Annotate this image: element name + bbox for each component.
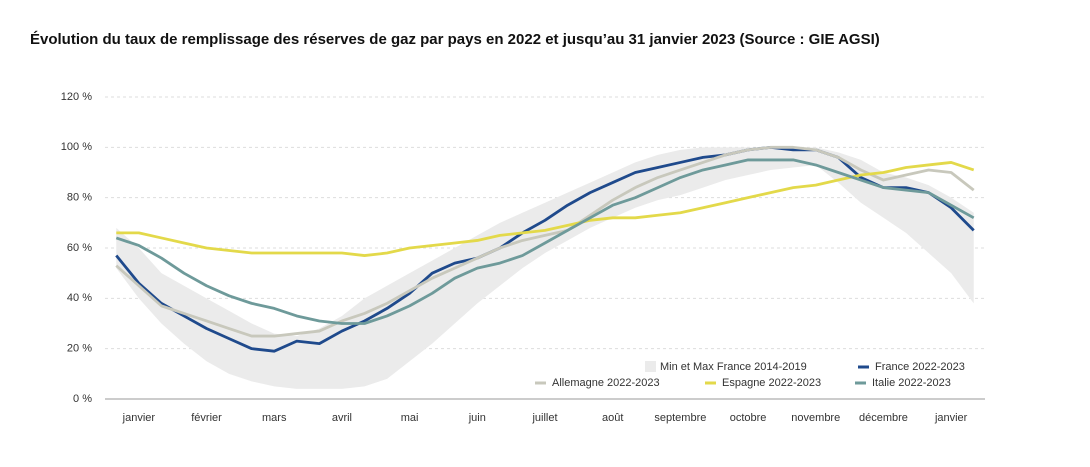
- series-line: [115, 158, 975, 325]
- chart-title: Évolution du taux de remplissage des rés…: [30, 31, 880, 48]
- x-tick-label: janvier: [122, 412, 156, 424]
- legend-swatch: [645, 361, 656, 372]
- x-tick-label: juin: [468, 412, 486, 424]
- y-tick-label: 120 %: [61, 91, 92, 103]
- y-tick-label: 60 %: [67, 242, 92, 254]
- y-tick-label: 100 %: [61, 141, 92, 153]
- x-tick-label: avril: [332, 412, 352, 424]
- x-tick-label: décembre: [859, 412, 908, 424]
- min-max-band: [116, 147, 974, 389]
- x-tick-label: août: [602, 412, 623, 424]
- y-tick-label: 0 %: [73, 393, 92, 405]
- y-tick-label: 40 %: [67, 292, 92, 304]
- x-tick-label: mai: [401, 412, 419, 424]
- legend-label: Italie 2022-2023: [872, 377, 951, 389]
- x-tick-label: mars: [262, 412, 287, 424]
- series-line: [116, 161, 975, 257]
- series-line: [115, 145, 975, 338]
- x-tick-label: janvier: [934, 412, 968, 424]
- legend-label: Min et Max France 2014-2019: [660, 361, 807, 373]
- x-tick-label: octobre: [730, 412, 767, 424]
- x-tick-label: février: [191, 412, 222, 424]
- x-tick-label: septembre: [654, 412, 706, 424]
- x-tick-label: novembre: [791, 412, 840, 424]
- legend-label: Espagne 2022-2023: [722, 377, 821, 389]
- x-tick-label: juillet: [531, 412, 557, 424]
- legend-label: Allemagne 2022-2023: [552, 377, 660, 389]
- legend-label: France 2022-2023: [875, 361, 965, 373]
- y-tick-label: 20 %: [67, 343, 92, 355]
- y-tick-label: 80 %: [67, 192, 92, 204]
